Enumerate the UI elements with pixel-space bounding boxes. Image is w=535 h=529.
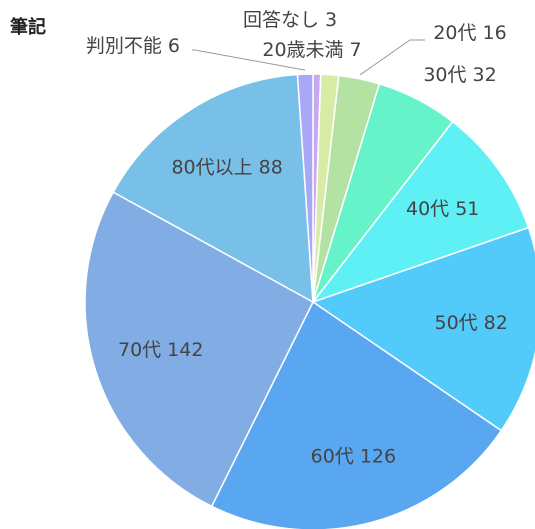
slice-category: 20代 [433, 22, 476, 44]
slice-value: 6 [168, 35, 180, 57]
pie-slice [210, 300, 503, 529]
pie-slice [310, 120, 530, 304]
pie-slice [311, 226, 535, 432]
slice-value: 142 [167, 338, 203, 360]
leader-line [359, 39, 425, 76]
slice-label: 20歳未満 7 [262, 39, 361, 61]
pie-slice [296, 73, 314, 303]
slice-label: 50代 82 [434, 312, 507, 334]
slice-value: 88 [259, 156, 283, 178]
slice-category: 判別不能 [86, 35, 162, 57]
slice-category: 30代 [423, 64, 466, 86]
slice-category: 50代 [434, 312, 477, 334]
slice-label: 20代 16 [433, 22, 506, 44]
slice-label: 80代以上 88 [171, 156, 282, 178]
slice-label: 回答なし 3 [243, 9, 337, 31]
chart-title: 筆記 [10, 16, 46, 38]
slice-value: 32 [473, 64, 497, 86]
slice-value: 7 [350, 39, 362, 61]
slice-value: 3 [325, 9, 337, 31]
slice-label: 70代 142 [118, 338, 203, 360]
slice-label: 判別不能 6 [86, 35, 180, 57]
slice-category: 回答なし [243, 9, 319, 31]
slice-category: 60代 [311, 445, 354, 467]
slice-label: 60代 126 [311, 445, 396, 467]
slice-label: 30代 32 [423, 64, 496, 86]
slice-category: 80代以上 [171, 156, 252, 178]
slice-category: 20歳未満 [262, 39, 343, 61]
slice-value: 82 [484, 312, 508, 334]
pie-slice [112, 73, 314, 304]
slice-value: 51 [455, 197, 479, 219]
slice-category: 70代 [118, 338, 161, 360]
slice-category: 40代 [406, 197, 449, 219]
slice-value: 16 [483, 22, 507, 44]
slice-label: 40代 51 [406, 197, 479, 219]
slice-value: 126 [360, 445, 396, 467]
leader-line [192, 49, 306, 71]
